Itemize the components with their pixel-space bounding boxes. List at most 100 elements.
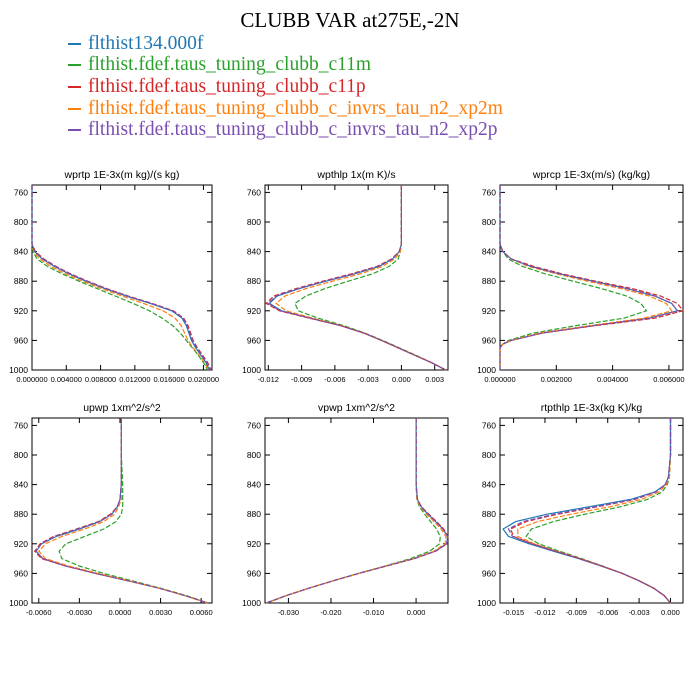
series-line-2 [31,185,209,371]
panel-title: wprtp 1E-3x(m kg)/(s kg) [64,169,180,181]
x-tick-label: 0.020000 [188,375,219,384]
x-tick-label: -0.009 [291,375,312,384]
y-tick-label: 960 [247,335,261,345]
legend-label: flthist.fdef.taus_tuning_clubb_c11p [88,75,366,97]
y-tick-label: 880 [482,276,496,286]
legend-label: flthist134.000f [88,32,204,54]
x-tick-label: 0.000 [661,608,680,617]
x-tick-label: 0.000 [392,375,411,384]
y-tick-label: 1000 [242,365,261,375]
legend-swatch [68,107,81,110]
plot-frame [264,417,449,604]
legend-swatch [68,64,81,67]
x-tick-label: -0.0060 [26,608,51,617]
x-tick-label: 0.000000 [484,375,515,384]
series-line-1 [499,185,679,370]
series-line-5 [31,185,211,371]
plot-frame [31,184,213,371]
y-tick-label: 840 [247,480,261,490]
panel-4: upwp 1xm^2/s^27608008408809209601000-0.0… [9,402,213,617]
series-line-4 [499,185,673,370]
y-tick-label: 880 [482,509,496,519]
y-tick-label: 880 [247,276,261,286]
x-tick-label: 0.002000 [541,375,572,384]
series-line-4 [37,418,209,604]
y-tick-label: 960 [14,568,28,578]
y-tick-label: 880 [247,509,261,519]
x-tick-label: -0.0030 [67,608,92,617]
x-tick-label: -0.009 [566,608,587,617]
page-title: CLUBB VAR at275E,-2N [240,8,460,32]
y-tick-label: 840 [14,480,28,490]
y-tick-label: 800 [14,217,28,227]
legend-item: flthist.fdef.taus_tuning_clubb_c11p [68,76,503,98]
y-tick-label: 960 [247,568,261,578]
y-tick-label: 800 [482,217,496,227]
x-tick-label: 0.0030 [149,608,172,617]
panel-3: wprcp 1E-3x(m/s) (kg/kg) 760 800 840 880 920 9… [477,169,684,384]
series-line-2 [294,185,447,371]
series-line-4 [266,418,447,604]
panel-6: rtpthlp 1E-3x(kg K)/kg 760 800 840 880 920 960… [477,402,684,617]
y-tick-label: 1000 [9,365,28,375]
x-tick-label: -0.003 [628,608,649,617]
x-tick-label: 0.000000 [16,375,47,384]
x-tick-label: 0.008000 [85,375,116,384]
x-tick-label: 0.016000 [153,375,184,384]
x-tick-label: -0.015 [503,608,524,617]
plot-frame [264,184,449,371]
x-tick-label: 0.004000 [51,375,82,384]
plot-frame [499,417,684,604]
x-tick-label: 0.000 [407,608,426,617]
series-line-3 [266,418,449,604]
x-tick-label: -0.020 [320,608,341,617]
legend-item: flthist134.000f [68,33,503,55]
panel-2: wpthlp 1x(m K)/s7608008408809209601000-0… [242,169,449,384]
x-tick-label: -0.012 [534,608,555,617]
y-tick-label: 920 [247,306,261,316]
y-tick-label: 1000 [477,365,496,375]
y-tick-label: 840 [247,247,261,257]
y-tick-label: 960 [14,335,28,345]
y-tick-label: 1000 [477,598,496,608]
legend-label: flthist.fdef.taus_tuning_clubb_c_invrs_t… [88,97,503,119]
series-line-3 [31,185,212,371]
x-tick-label: 0.003 [425,375,444,384]
y-tick-label: 880 [14,509,28,519]
y-tick-label: 760 [14,420,28,430]
series-line-1 [266,418,449,604]
plot-frame [31,417,213,604]
panel-title: rtpthlp 1E-3x(kg K)/kg [541,402,643,414]
y-tick-label: 1000 [242,598,261,608]
legend-item: flthist.fdef.taus_tuning_clubb_c_invrs_t… [68,119,503,141]
legend-item: flthist.fdef.taus_tuning_clubb_c11m [68,54,503,77]
panel-title: wprcp 1E-3x(m/s) (kg/kg) [532,169,650,181]
x-tick-label: -0.012 [258,375,279,384]
y-tick-label: 840 [482,480,496,490]
x-tick-label: 0.0060 [190,608,213,617]
legend: flthist134.000f flthist.fdef.taus_tuning… [68,33,503,141]
series-line-2 [499,185,648,370]
series-line-5 [35,418,209,604]
x-tick-label: 0.006000 [653,375,684,384]
y-tick-label: 760 [247,420,261,430]
x-tick-label: -0.010 [363,608,384,617]
series-line-4 [517,418,672,604]
panel-title: vpwp 1xm^2/s^2 [318,402,395,414]
y-tick-label: 960 [482,335,496,345]
y-tick-label: 800 [247,450,261,460]
plot-frame [499,184,684,371]
x-tick-label: -0.006 [597,608,618,617]
x-tick-label: -0.006 [324,375,345,384]
y-tick-label: 920 [14,539,28,549]
y-tick-label: 760 [247,187,261,197]
y-tick-label: 920 [14,306,28,316]
y-tick-label: 840 [482,247,496,257]
series-line-1 [31,185,210,371]
y-tick-label: 920 [482,306,496,316]
legend-label: flthist.fdef.taus_tuning_clubb_c_invrs_t… [88,119,498,141]
legend-swatch [68,42,81,45]
series-line-5 [267,185,447,371]
y-tick-label: 760 [482,187,496,197]
